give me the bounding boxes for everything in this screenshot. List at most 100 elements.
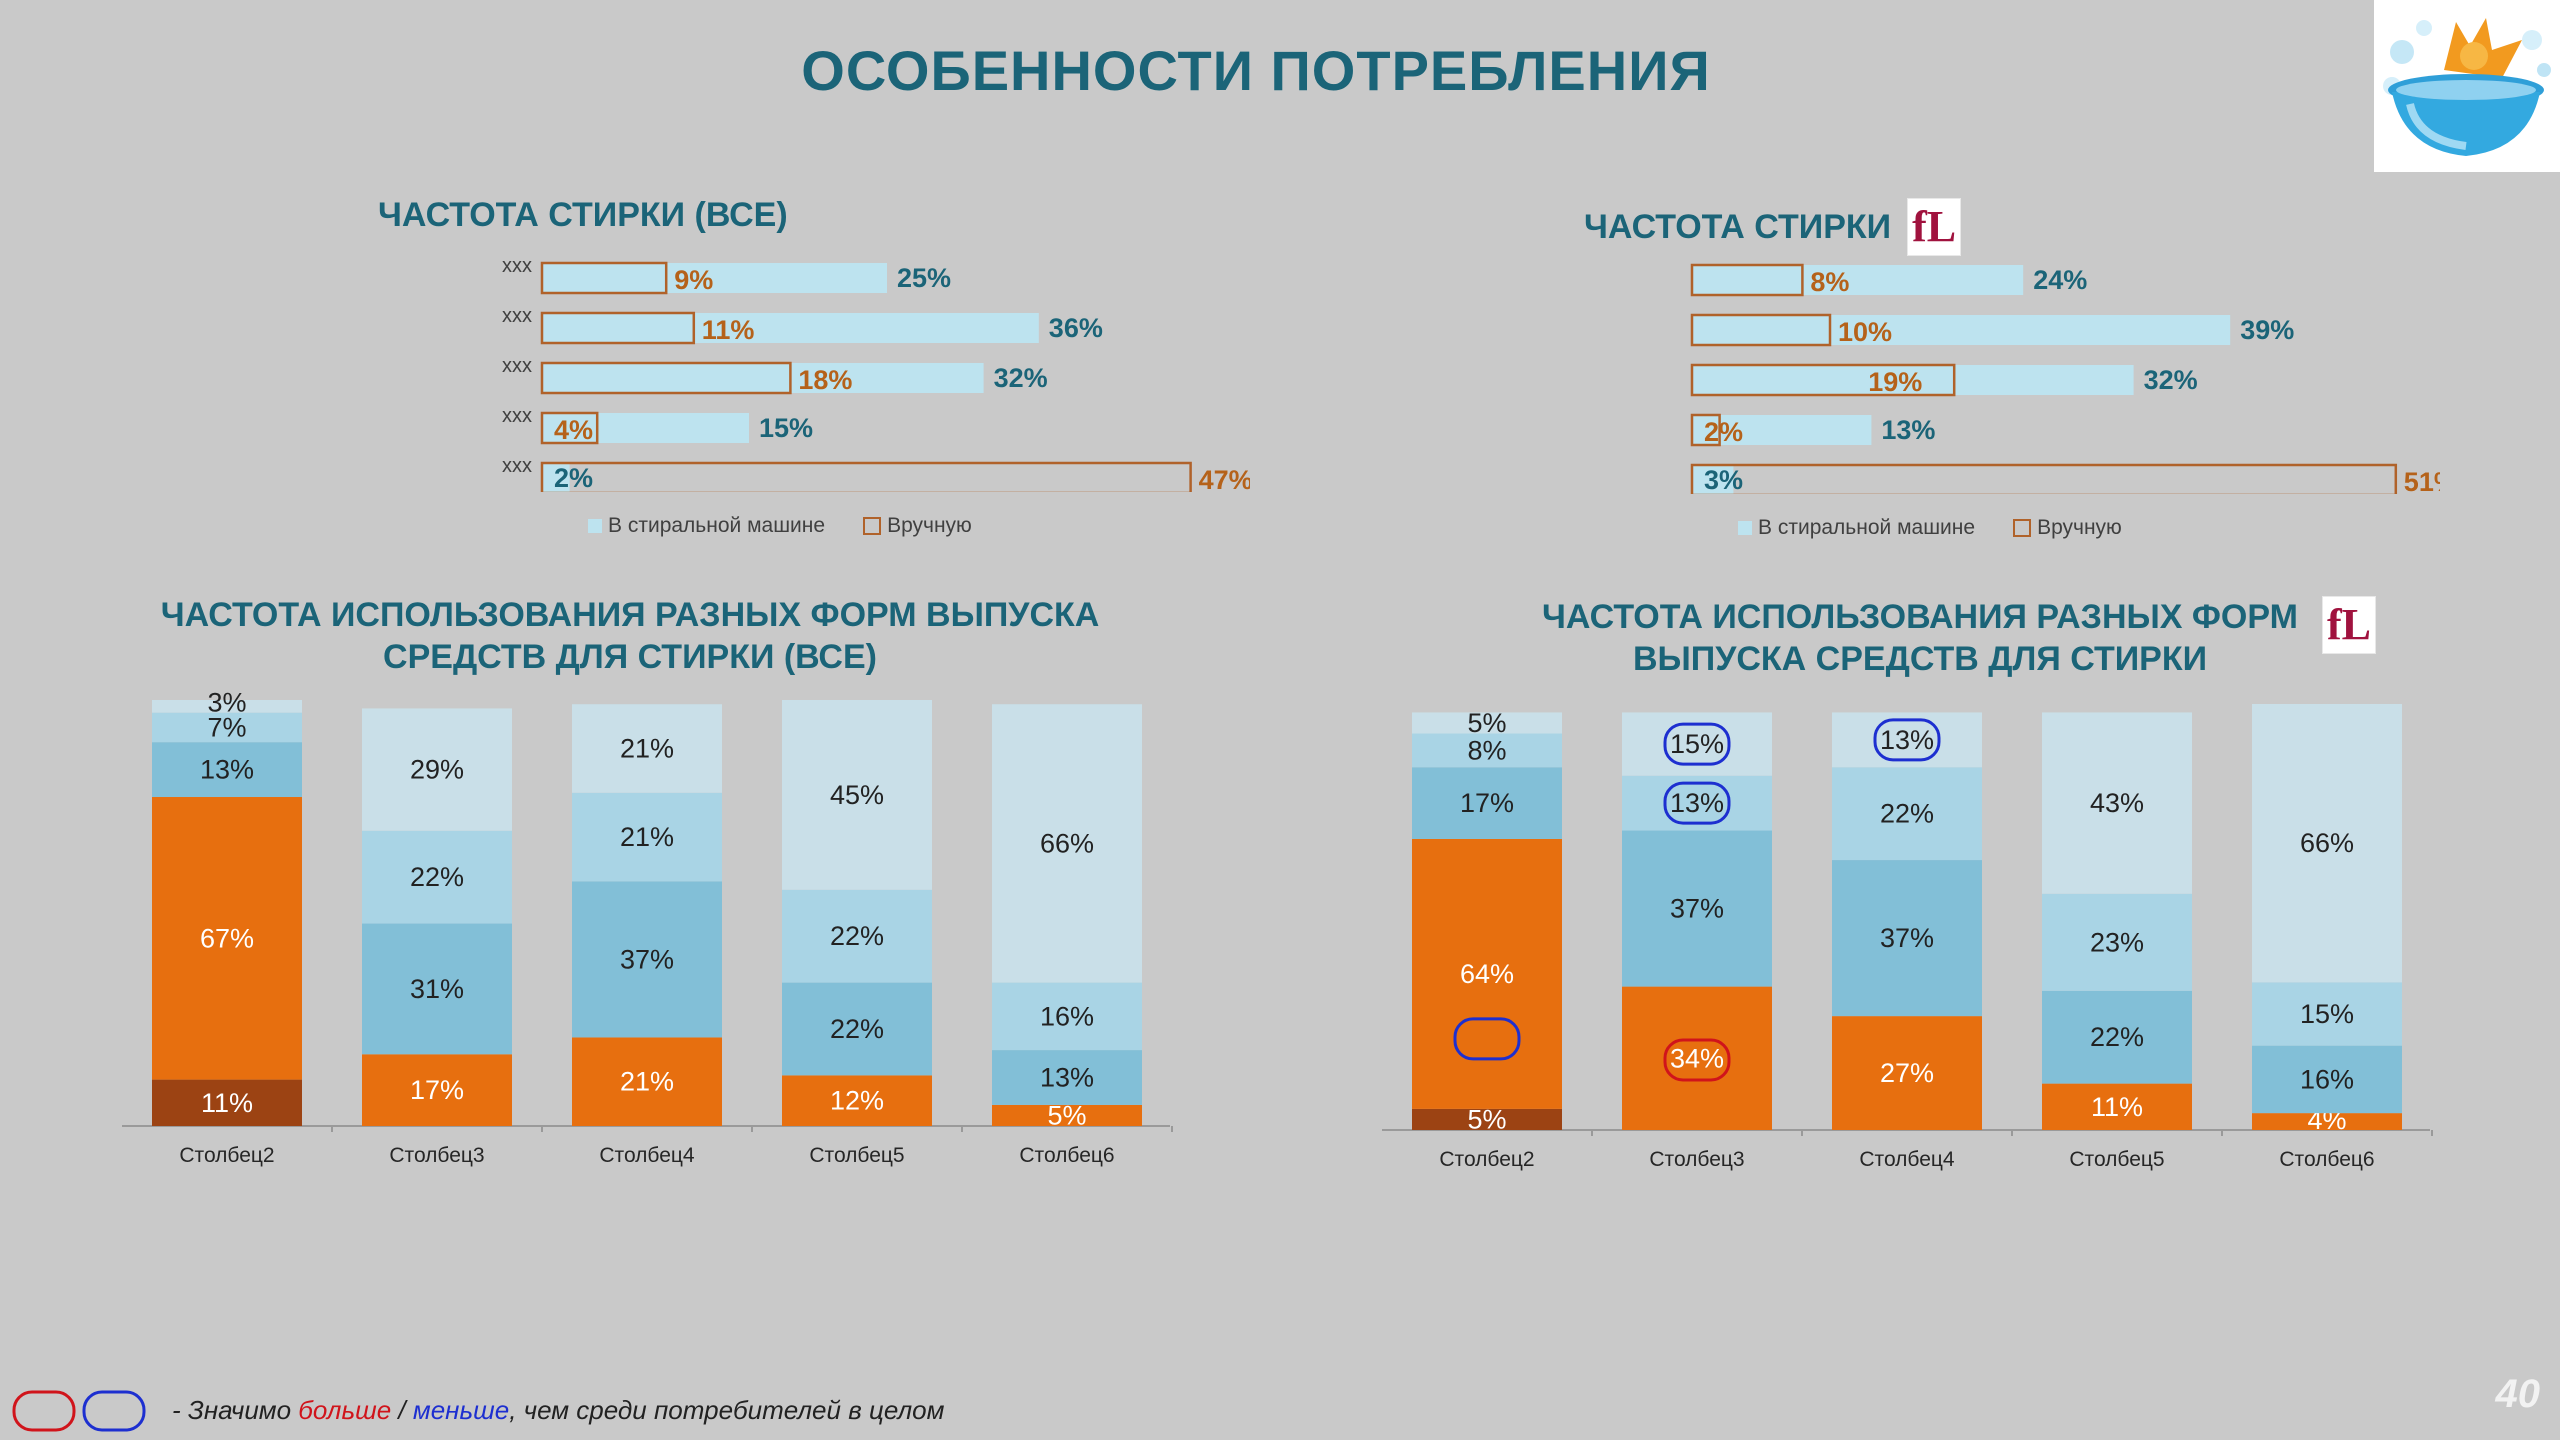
data-label: 11%: [201, 1088, 253, 1118]
bar-segment: [1412, 733, 1562, 768]
label-washing-machine: 36%: [1049, 313, 1103, 343]
label-by-hand: 2%: [1704, 417, 1743, 447]
data-label: 21%: [620, 1067, 674, 1097]
label-by-hand: 18%: [798, 365, 852, 395]
bar-segment: [362, 830, 512, 924]
category-label: xxx: [502, 305, 532, 327]
highlight-legend-icons: [12, 1390, 146, 1432]
legend-label: Вручную: [887, 514, 972, 537]
bar-segment: [992, 982, 1142, 1051]
legend-label: В стиральной машине: [608, 514, 826, 537]
legend-swatch: [1738, 521, 1752, 535]
legend-swatch: [2013, 519, 2032, 537]
data-label: 5%: [1047, 1100, 1086, 1130]
data-label: 13%: [1880, 725, 1934, 755]
data-label: 45%: [830, 780, 884, 810]
legend-swatch: [588, 519, 602, 533]
brand-logo: [2374, 0, 2560, 172]
footnote-text: - Значимо больше / меньше, чем среди пот…: [172, 1395, 944, 1426]
footnote-suffix: , чем среди потребителей в целом: [509, 1394, 945, 1425]
footnote-less: меньше: [412, 1394, 510, 1425]
bar-washing-machine: [1692, 315, 2231, 345]
bar-segment: [1832, 860, 1982, 1017]
bar-by-hand: [1690, 463, 2398, 494]
category-label: Столбец6: [1019, 1144, 1114, 1167]
data-label: 13%: [1040, 1062, 1094, 1092]
significance-circle: [1663, 722, 1731, 766]
bar-by-hand: [540, 361, 792, 395]
bar-segment: [782, 982, 932, 1076]
data-label: 16%: [2300, 1064, 2354, 1094]
chart-wash-all: xxx 9% 25% xxx 11% 36% xxx 18% 32% xxx 4% 15% xxx 47%…: [502, 255, 1250, 492]
bar-segment: [572, 792, 722, 882]
bar-segment: [992, 1104, 1142, 1126]
label-by-hand: 4%: [554, 415, 593, 445]
fl-badge: fL: [1907, 198, 1962, 256]
bar-by-hand: [1690, 313, 1832, 347]
data-label: 66%: [1040, 828, 1094, 858]
bar-segment: [2042, 1083, 2192, 1130]
significance-circle: [1663, 781, 1731, 825]
bar-washing-machine: [542, 263, 887, 293]
bar-segment: [152, 700, 302, 713]
category-label: xxx: [502, 405, 532, 427]
bar-segment: [2252, 1045, 2402, 1114]
bar-segment: [1412, 838, 1562, 1109]
legend-label: В стиральной машине: [1758, 516, 1976, 539]
significance-circle: [1873, 718, 1941, 762]
category-label: Столбец6: [2279, 1148, 2374, 1171]
data-label: 31%: [410, 974, 464, 1004]
label-by-hand: 8%: [1810, 267, 1849, 297]
label-washing-machine: 32%: [994, 363, 1048, 393]
category-label: Столбец4: [599, 1144, 695, 1167]
label-washing-machine: 3%: [1704, 465, 1743, 494]
data-label: 22%: [830, 1014, 884, 1044]
label-washing-machine: 2%: [554, 463, 593, 492]
bar-segment: [572, 1037, 722, 1126]
bar-segment: [2252, 704, 2402, 983]
washing-basin-icon: [2383, 18, 2551, 156]
label-by-hand: 10%: [1838, 317, 1892, 347]
bar-segment: [152, 712, 302, 743]
bar-washing-machine: [1692, 415, 1872, 445]
chart-title-forms-all: ЧАСТОТА ИСПОЛЬЗОВАНИЯ РАЗНЫХ ФОРМ ВЫПУСК…: [160, 596, 1100, 676]
category-label: xxx: [502, 255, 532, 277]
data-label: 22%: [2090, 1022, 2144, 1052]
data-label: 3%: [207, 690, 246, 718]
data-label: 21%: [620, 734, 674, 764]
category-label: xxx: [502, 355, 532, 377]
label-by-hand: 19%: [1868, 367, 1922, 397]
data-label: 37%: [1880, 923, 1934, 953]
bar-segment: [782, 889, 932, 983]
bar-segment: [1412, 767, 1562, 839]
label-washing-machine: 13%: [1881, 415, 1935, 445]
data-label: 8%: [1467, 735, 1506, 765]
bar-segment: [2042, 893, 2192, 991]
label-washing-machine: 24%: [2033, 265, 2087, 295]
data-label: 22%: [830, 921, 884, 951]
data-label: 64%: [1460, 959, 1514, 989]
category-label: Столбец4: [1859, 1148, 1955, 1171]
label-by-hand: 51%: [2404, 467, 2440, 494]
data-label: 17%: [1460, 788, 1514, 818]
bar-segment: [782, 700, 932, 890]
label-washing-machine: 15%: [759, 413, 813, 443]
chart-wash-fl: 8% 24% 10% 39% 19% 32% 2% 13% 51% 3%: [1690, 263, 2440, 494]
legend-swatch: [863, 517, 882, 535]
chart-title-wash-fl: ЧАСТОТА СТИРКИ: [1584, 207, 1892, 246]
bar-washing-machine: [542, 313, 1039, 343]
bar-segment: [362, 923, 512, 1055]
legend-item: Вручную: [863, 514, 972, 538]
bar-washing-machine: [542, 413, 749, 443]
label-by-hand: 47%: [1199, 465, 1250, 492]
bar-segment: [152, 742, 302, 798]
data-label: 13%: [200, 755, 254, 785]
data-label: 67%: [200, 923, 254, 953]
bar-washing-machine: [1692, 465, 1734, 494]
bar-segment: [1832, 712, 1982, 768]
significance-circle: [1663, 1038, 1731, 1082]
data-label: 21%: [620, 822, 674, 852]
bar-segment: [362, 1054, 512, 1126]
label-washing-machine: 25%: [897, 263, 951, 293]
label-by-hand: 11%: [702, 315, 755, 345]
